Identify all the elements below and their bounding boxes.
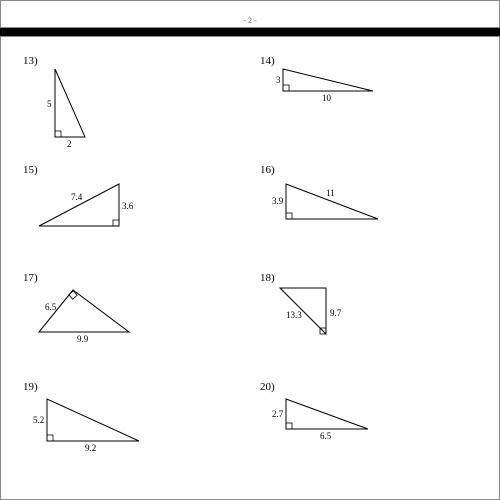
triangle-figure: 2.76.5	[278, 399, 388, 447]
triangle-figure: 7.4 3.6	[39, 184, 159, 237]
problem-grid: 13)5214)31015)7.43.616)3.91117)6.59.918)…	[23, 55, 477, 481]
svg-text:9.9: 9.9	[77, 334, 89, 344]
svg-text:10: 10	[322, 93, 332, 103]
problem-number: 15)	[23, 164, 38, 176]
problem-number: 18)	[260, 272, 275, 284]
svg-text:6.5: 6.5	[45, 302, 57, 312]
problem-number: 20)	[260, 381, 275, 393]
problem-14: 14)3 10	[260, 55, 477, 156]
svg-text:11: 11	[326, 188, 335, 198]
worksheet-page: 13)5214)31015)7.43.616)3.91117)6.59.918)…	[0, 36, 500, 500]
svg-text:5.2: 5.2	[33, 415, 44, 425]
page-number: - 2 -	[243, 16, 256, 25]
svg-text:3.9: 3.9	[272, 196, 284, 206]
problem-number: 14)	[260, 55, 275, 67]
svg-text:9.2: 9.2	[85, 443, 96, 453]
svg-text:9.7: 9.7	[330, 308, 342, 318]
top-page-strip: - 2 -	[0, 0, 500, 28]
problem-number: 13)	[23, 55, 38, 67]
svg-text:13.3: 13.3	[286, 310, 302, 320]
problem-18: 18) 13.3 9.7	[260, 272, 477, 373]
problem-number: 19)	[23, 381, 38, 393]
triangle-figure: 5.29.2	[39, 399, 159, 457]
problem-19: 19)5.29.2	[23, 381, 240, 482]
svg-text:3: 3	[276, 75, 281, 85]
triangle-figure: 52	[47, 69, 117, 150]
svg-text:5: 5	[47, 99, 52, 109]
svg-text:6.5: 6.5	[320, 431, 332, 441]
problem-17: 17) 6.5 9.9	[23, 272, 240, 373]
problem-16: 16)3.911	[260, 164, 477, 265]
svg-text:2: 2	[67, 139, 72, 149]
triangle-figure: 13.3 9.7	[280, 288, 370, 346]
problem-20: 20)2.76.5	[260, 381, 477, 482]
problem-15: 15) 7.4 3.6	[23, 164, 240, 265]
problem-number: 16)	[260, 164, 275, 176]
svg-text:7.4: 7.4	[71, 192, 83, 202]
triangle-figure: 3 10	[278, 69, 388, 112]
problem-13: 13)52	[23, 55, 240, 156]
svg-text:3.6: 3.6	[122, 201, 134, 211]
problem-number: 17)	[23, 272, 38, 284]
svg-text:2.7: 2.7	[272, 409, 284, 419]
triangle-figure: 3.911	[278, 184, 398, 232]
triangle-figure: 6.5 9.9	[39, 290, 149, 343]
page-gap	[0, 28, 500, 36]
